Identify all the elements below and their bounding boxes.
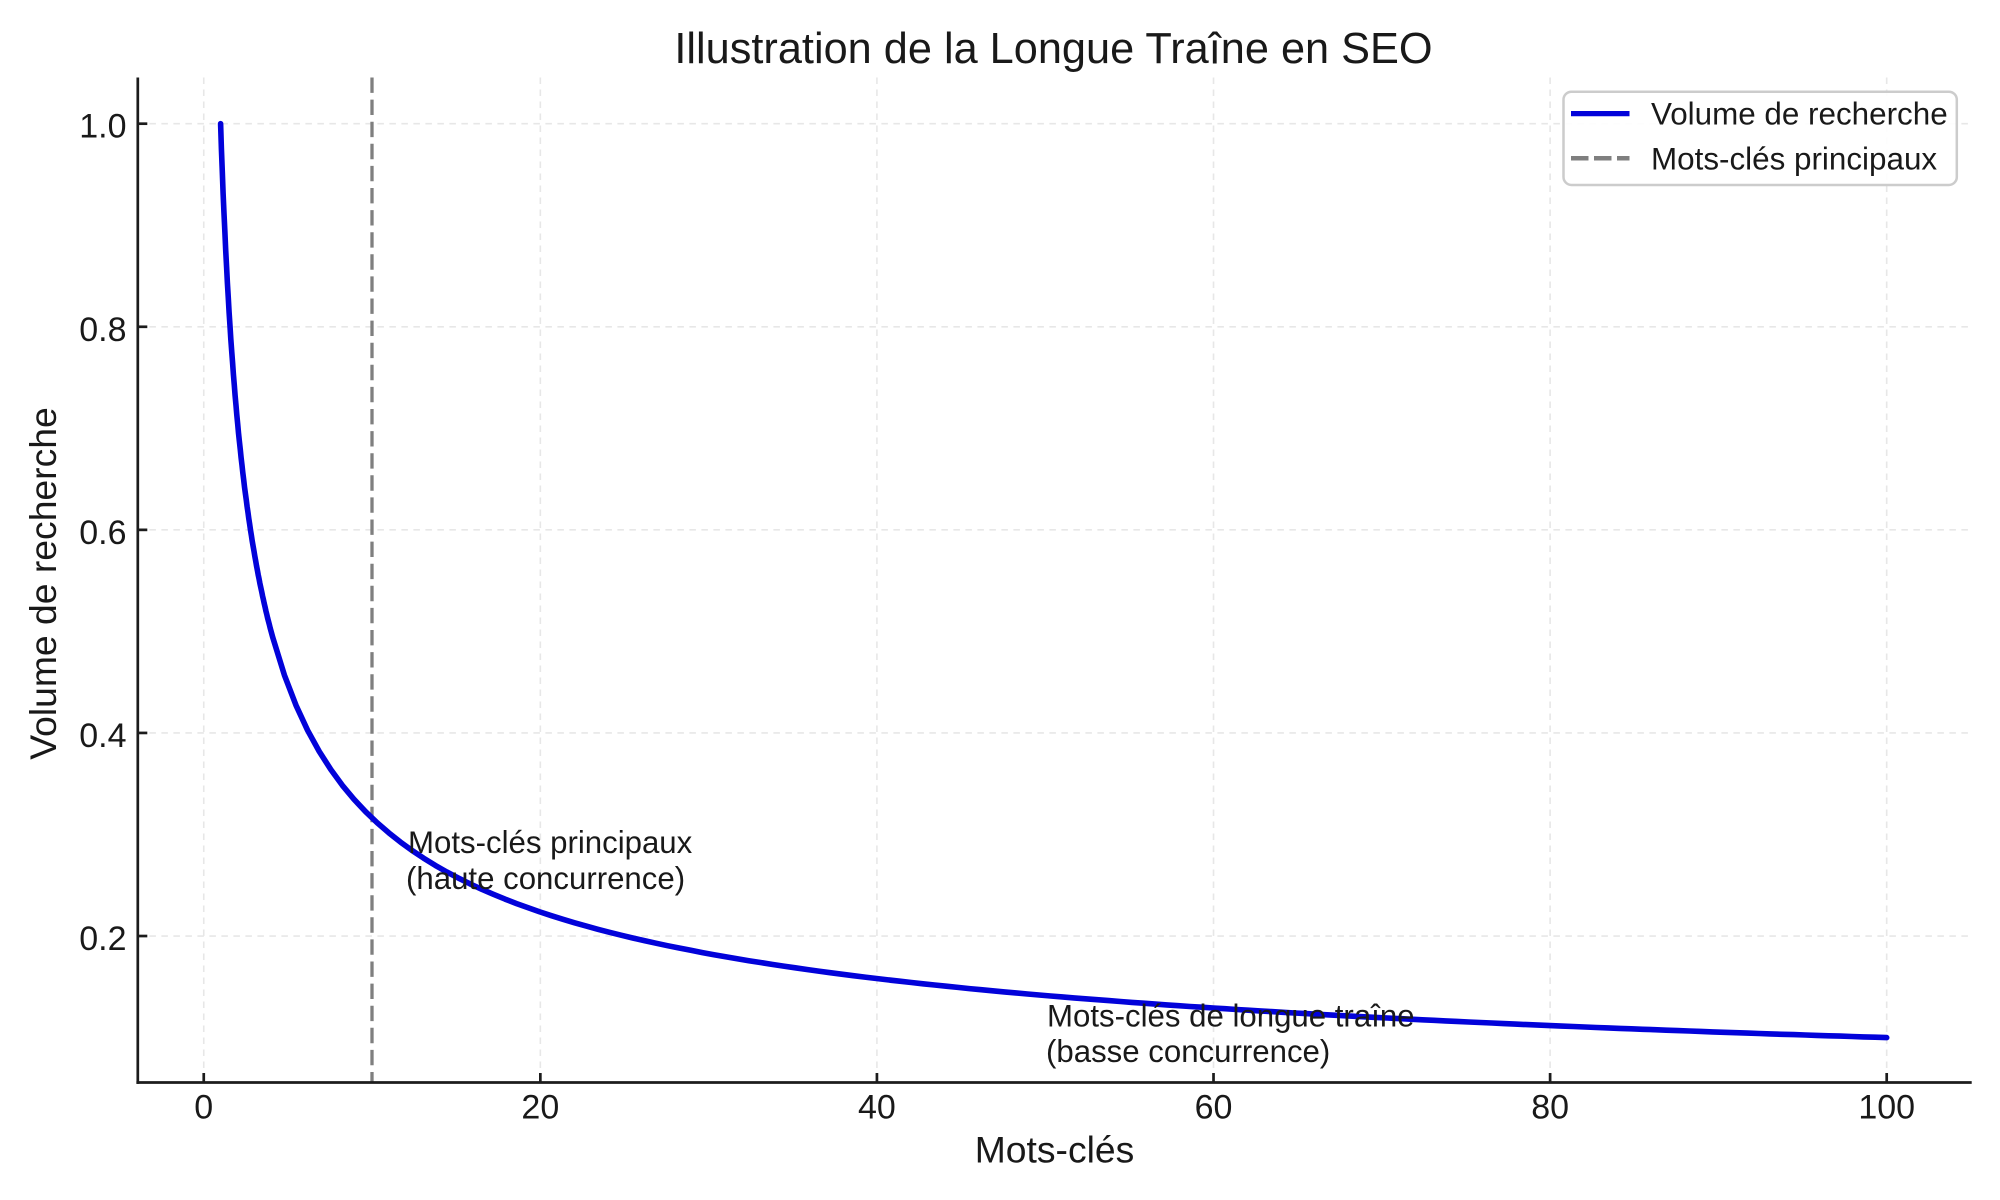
svg-text:(basse concurrence): (basse concurrence) <box>1046 1034 1330 1069</box>
svg-text:Volume de recherche: Volume de recherche <box>22 407 64 759</box>
svg-text:Mots-clés de longue traîne: Mots-clés de longue traîne <box>1047 999 1415 1034</box>
svg-text:60: 60 <box>1195 1088 1233 1126</box>
svg-text:0.2: 0.2 <box>79 920 126 958</box>
svg-text:Mots-clés principaux: Mots-clés principaux <box>408 825 693 860</box>
svg-text:0.8: 0.8 <box>79 311 126 349</box>
svg-text:0: 0 <box>194 1088 213 1126</box>
svg-text:Volume de recherche: Volume de recherche <box>1651 97 1948 132</box>
svg-text:1.0: 1.0 <box>79 108 126 146</box>
svg-text:40: 40 <box>858 1088 896 1126</box>
svg-text:0.6: 0.6 <box>79 514 126 552</box>
svg-text:0.4: 0.4 <box>79 717 126 755</box>
svg-text:Illustration de la Longue Traî: Illustration de la Longue Traîne en SEO <box>674 25 1432 73</box>
svg-text:Mots-clés: Mots-clés <box>975 1129 1135 1171</box>
svg-text:100: 100 <box>1858 1088 1915 1126</box>
svg-text:20: 20 <box>521 1088 559 1126</box>
svg-text:Mots-clés principaux: Mots-clés principaux <box>1651 142 1937 177</box>
svg-text:80: 80 <box>1531 1088 1569 1126</box>
svg-text:(haute concurrence): (haute concurrence) <box>406 861 685 896</box>
